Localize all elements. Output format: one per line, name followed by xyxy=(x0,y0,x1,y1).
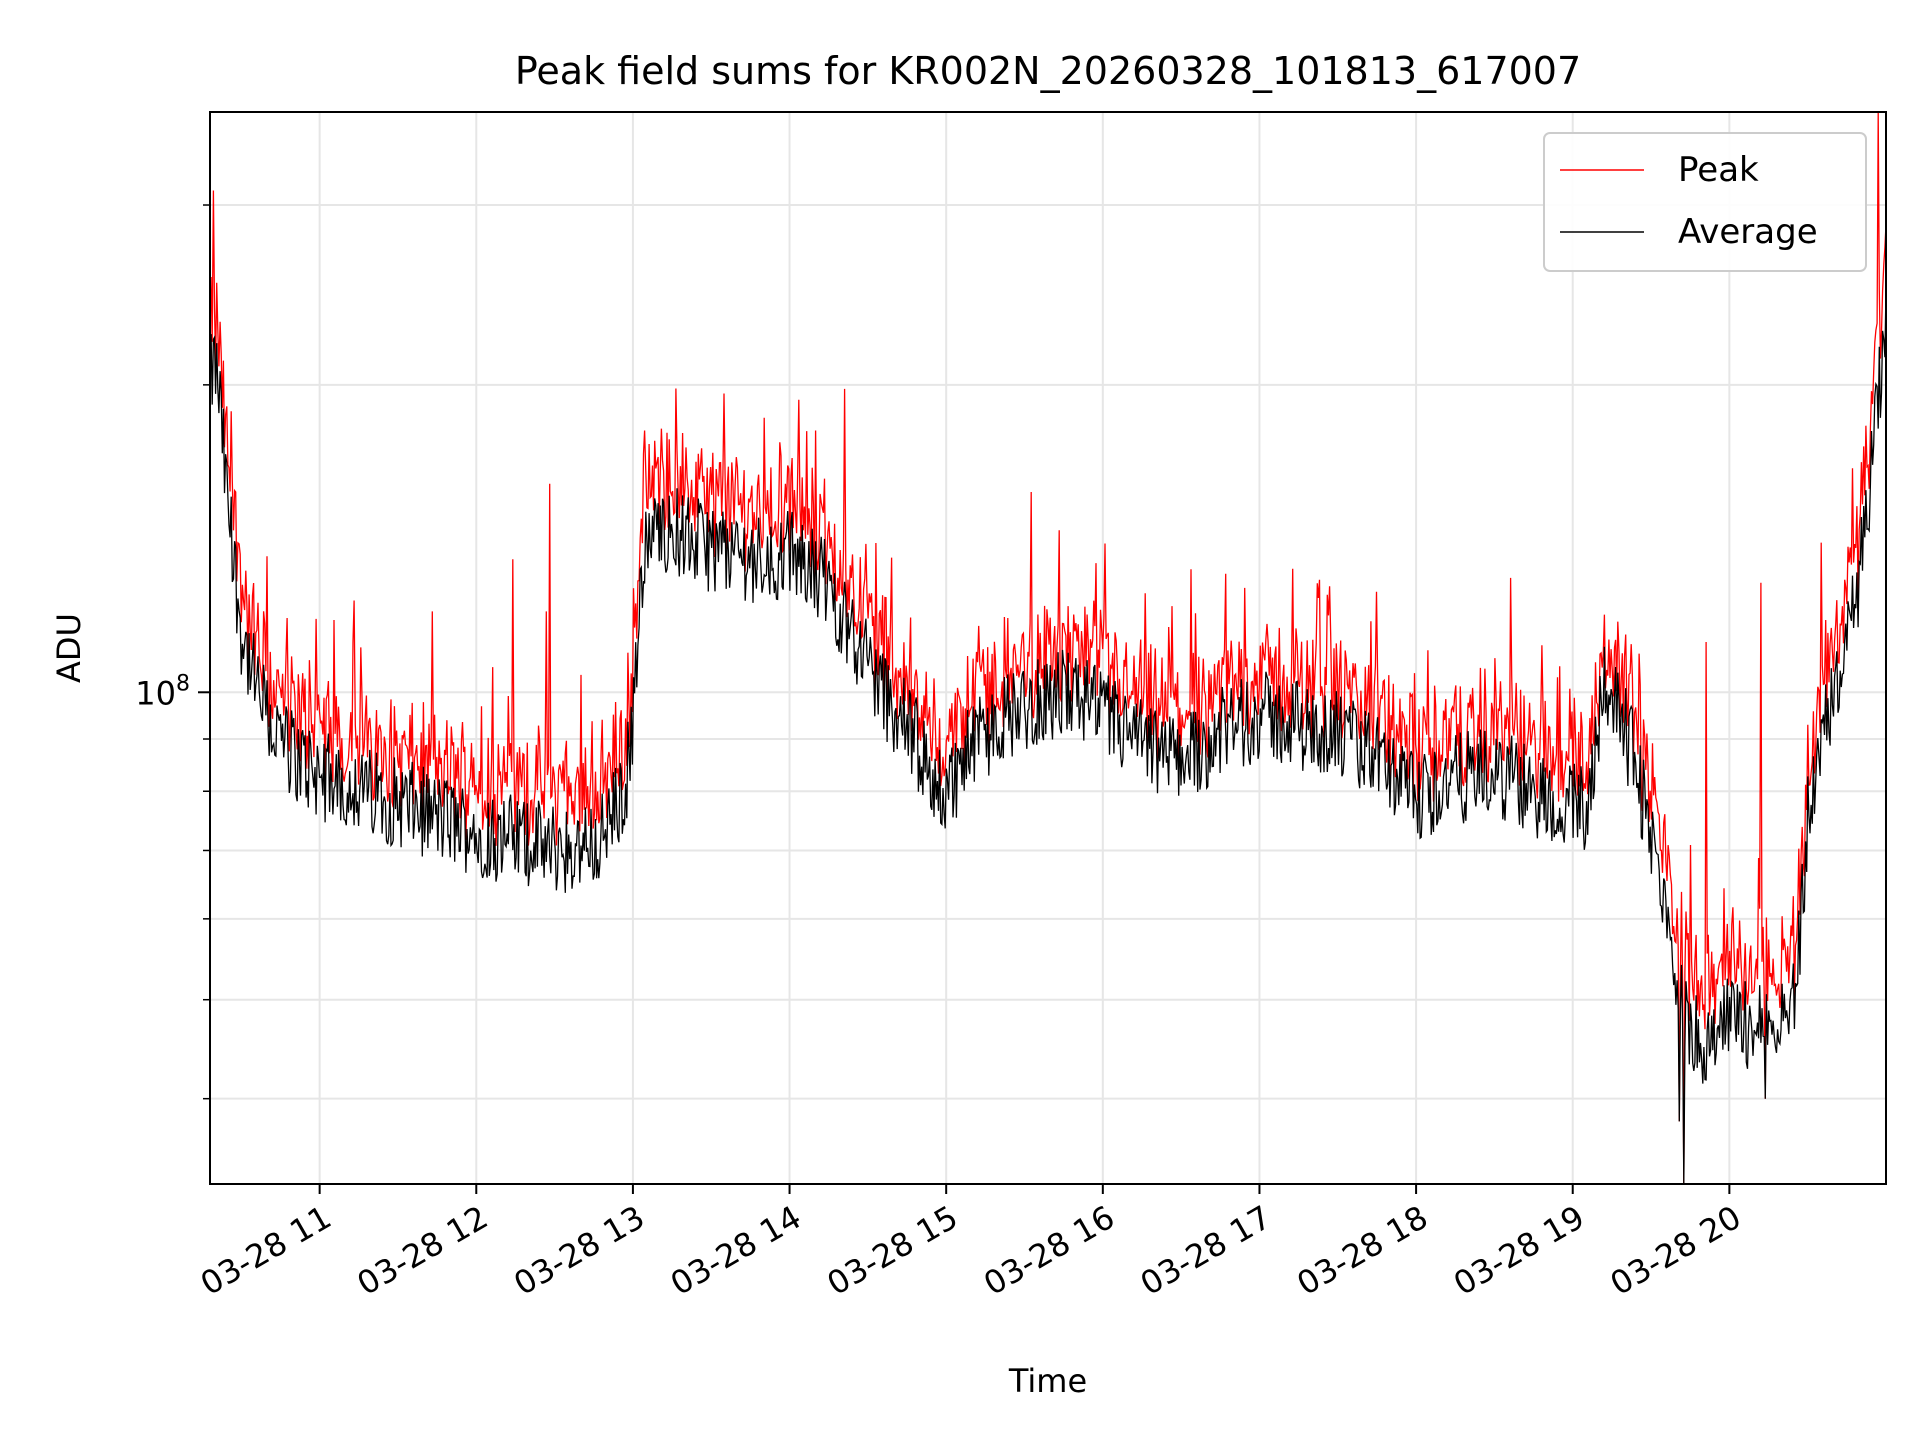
y-tick-label: 108 xyxy=(135,671,190,712)
legend-label-peak: Peak xyxy=(1678,150,1759,190)
y-axis: 108 xyxy=(135,204,210,1100)
legend: Peak Average xyxy=(1543,132,1867,272)
x-axis-label: Time xyxy=(1008,1362,1087,1400)
legend-label-average: Average xyxy=(1678,212,1818,252)
chart-title: Peak field sums for KR002N_20260328_1018… xyxy=(515,49,1581,93)
series-line-peak xyxy=(210,112,1886,1184)
y-axis-label: ADU xyxy=(50,613,88,683)
legend-box xyxy=(1543,132,1867,272)
plot-frame xyxy=(209,111,1887,1185)
series-line-average xyxy=(210,288,1886,1184)
plot-area xyxy=(210,112,1886,1184)
